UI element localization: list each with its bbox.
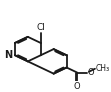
Text: N: N	[4, 50, 12, 60]
Text: CH₃: CH₃	[95, 64, 109, 73]
Text: O: O	[74, 82, 80, 91]
Text: O: O	[87, 68, 94, 77]
Text: Cl: Cl	[36, 23, 45, 32]
